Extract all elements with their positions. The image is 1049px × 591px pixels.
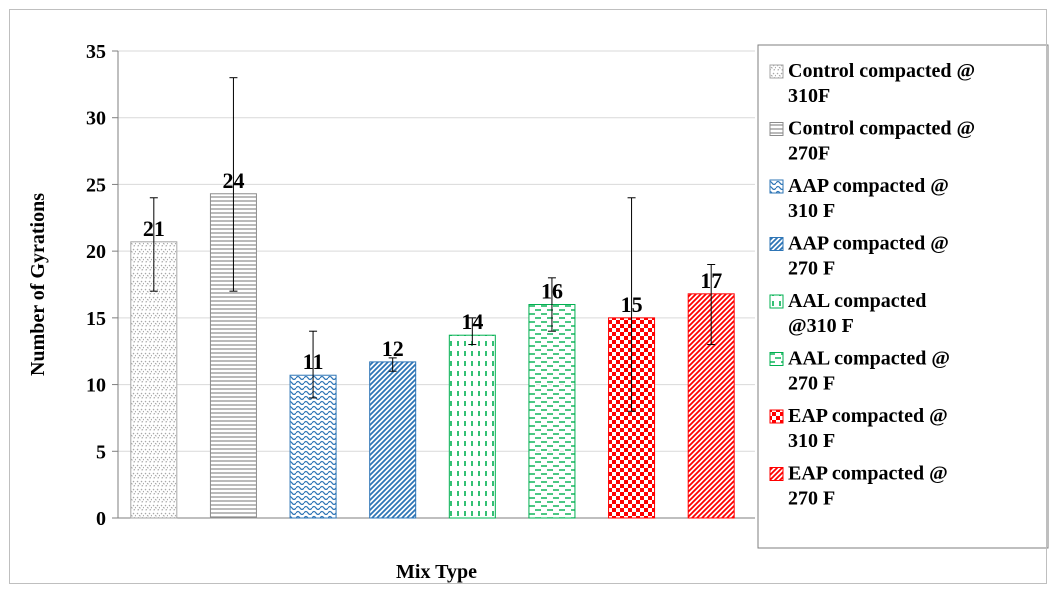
legend-swatch (769, 237, 784, 251)
legend-label: Control compacted @ (788, 118, 975, 140)
legend-label: 270 F (788, 258, 835, 280)
legend-box (757, 44, 1049, 549)
legend-swatch (769, 294, 784, 309)
data-label: 17 (700, 268, 722, 293)
bar (289, 374, 337, 519)
legend-label: AAL compacted @ (788, 348, 950, 370)
legend-label: 270F (788, 143, 830, 165)
legend-label: EAP compacted @ (788, 463, 948, 485)
data-label: 15 (621, 292, 643, 317)
data-label: 16 (541, 279, 563, 304)
bar (369, 361, 417, 519)
chart-frame (9, 9, 1047, 584)
legend-swatch (769, 467, 784, 481)
x-axis-title: Mix Type (396, 561, 477, 583)
legend-label: AAP compacted @ (788, 233, 949, 255)
y-tick-label: 15 (86, 308, 106, 330)
legend-label: 270 F (788, 488, 835, 510)
data-label: 12 (382, 336, 404, 361)
data-label: 14 (461, 309, 483, 334)
legend-label: 310 F (788, 430, 835, 452)
bar (448, 334, 496, 519)
legend-label: Control compacted @ (788, 60, 975, 82)
y-tick-label: 10 (86, 375, 106, 397)
legend-label: 310F (788, 85, 830, 107)
legend-label: 270 F (788, 373, 835, 395)
data-label: 21 (143, 216, 165, 241)
legend-label: AAP compacted @ (788, 175, 949, 197)
y-tick-label: 5 (96, 441, 106, 463)
y-tick-label: 35 (86, 41, 106, 63)
legend-swatch (769, 64, 784, 79)
y-tick-label: 20 (86, 241, 106, 263)
y-tick-label: 0 (96, 508, 106, 530)
y-axis-title: Number of Gyrations (27, 193, 49, 376)
bar (528, 304, 576, 519)
legend-swatch (769, 409, 784, 424)
legend-label: 310 F (788, 200, 835, 222)
y-tick-label: 30 (86, 108, 106, 130)
legend-swatch (769, 179, 784, 194)
data-label: 24 (222, 168, 244, 193)
legend-label: EAP compacted @ (788, 405, 948, 427)
y-tick-label: 25 (86, 174, 106, 196)
legend-swatch (769, 352, 784, 366)
legend-swatch (769, 122, 784, 136)
legend-label: AAL compacted (788, 290, 926, 312)
data-label: 11 (303, 349, 324, 374)
legend-label: @310 F (788, 315, 854, 337)
